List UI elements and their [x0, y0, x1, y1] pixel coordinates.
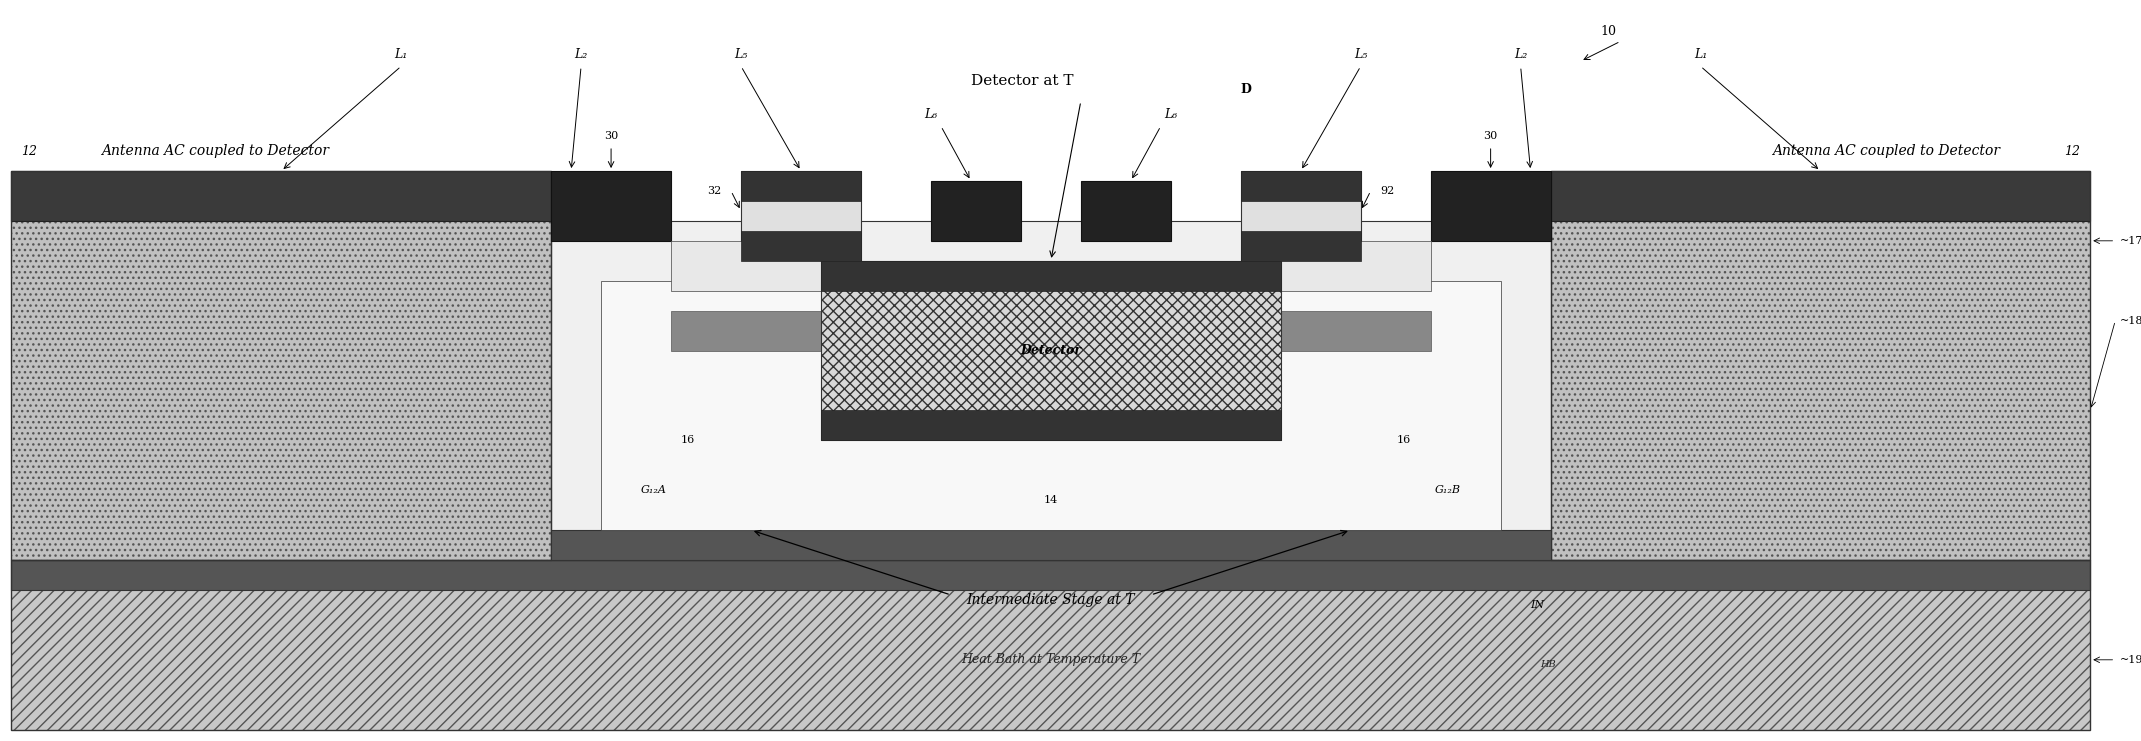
Text: Intermediate Stage at T: Intermediate Stage at T	[966, 593, 1135, 607]
Text: L₅: L₅	[1353, 48, 1368, 62]
Text: Antenna AC coupled to Detector: Antenna AC coupled to Detector	[101, 144, 330, 158]
Bar	[741, 231, 861, 261]
Text: 32: 32	[707, 186, 722, 196]
Bar	[820, 261, 1280, 290]
Bar	[1242, 231, 1362, 261]
Bar	[1430, 171, 1550, 241]
Bar	[11, 171, 550, 560]
Bar	[11, 560, 2090, 590]
Bar	[1280, 241, 1430, 290]
Text: ~19: ~19	[2120, 655, 2141, 665]
Text: Antenna AC coupled to Detector: Antenna AC coupled to Detector	[1773, 144, 2000, 158]
Text: D: D	[1242, 83, 1252, 96]
Text: 16: 16	[681, 435, 696, 445]
Bar	[550, 530, 1550, 560]
Bar	[1280, 310, 1430, 350]
Bar	[550, 171, 670, 241]
Text: L₅: L₅	[734, 48, 747, 62]
Bar	[670, 310, 820, 350]
Bar	[11, 201, 550, 560]
Text: L₆: L₆	[1165, 108, 1178, 121]
Bar	[1242, 171, 1362, 201]
Text: L₂: L₂	[574, 48, 589, 62]
Text: IN: IN	[1531, 600, 1544, 610]
Text: L₁: L₁	[394, 48, 407, 62]
Text: G₁₂A: G₁₂A	[640, 485, 668, 495]
Text: L₁: L₁	[1694, 48, 1706, 62]
Text: 92: 92	[1381, 186, 1396, 196]
Text: 30: 30	[1484, 131, 1499, 141]
Text: 16: 16	[1396, 435, 1411, 445]
Bar	[670, 241, 820, 290]
Text: Detector at T: Detector at T	[970, 74, 1073, 88]
Text: 30: 30	[604, 131, 619, 141]
Bar	[1550, 201, 2090, 560]
Text: L₆: L₆	[925, 108, 938, 121]
Text: Heat Bath at Temperature T: Heat Bath at Temperature T	[961, 654, 1141, 666]
Text: L₂: L₂	[1514, 48, 1527, 62]
Bar	[820, 411, 1280, 440]
Bar	[1550, 171, 2090, 560]
Bar	[1242, 171, 1362, 261]
Text: 14: 14	[1043, 495, 1058, 505]
Text: 10: 10	[1601, 24, 1616, 38]
Bar	[1081, 181, 1171, 241]
Bar	[550, 221, 1550, 560]
Bar	[11, 560, 2090, 730]
Text: 12: 12	[2064, 144, 2081, 158]
Bar	[741, 171, 861, 201]
Bar	[931, 181, 1021, 241]
Text: Detector: Detector	[1021, 344, 1081, 357]
Bar	[820, 261, 1280, 440]
Bar	[11, 590, 2090, 730]
Bar	[741, 171, 861, 261]
Text: ~18: ~18	[2120, 316, 2141, 325]
Text: ~17: ~17	[2120, 236, 2141, 246]
Bar	[11, 171, 550, 221]
Bar	[1550, 171, 2090, 221]
Bar	[602, 281, 1501, 530]
Text: HB: HB	[1542, 660, 1557, 669]
Text: 12: 12	[21, 144, 36, 158]
Text: G₁₂B: G₁₂B	[1434, 485, 1460, 495]
